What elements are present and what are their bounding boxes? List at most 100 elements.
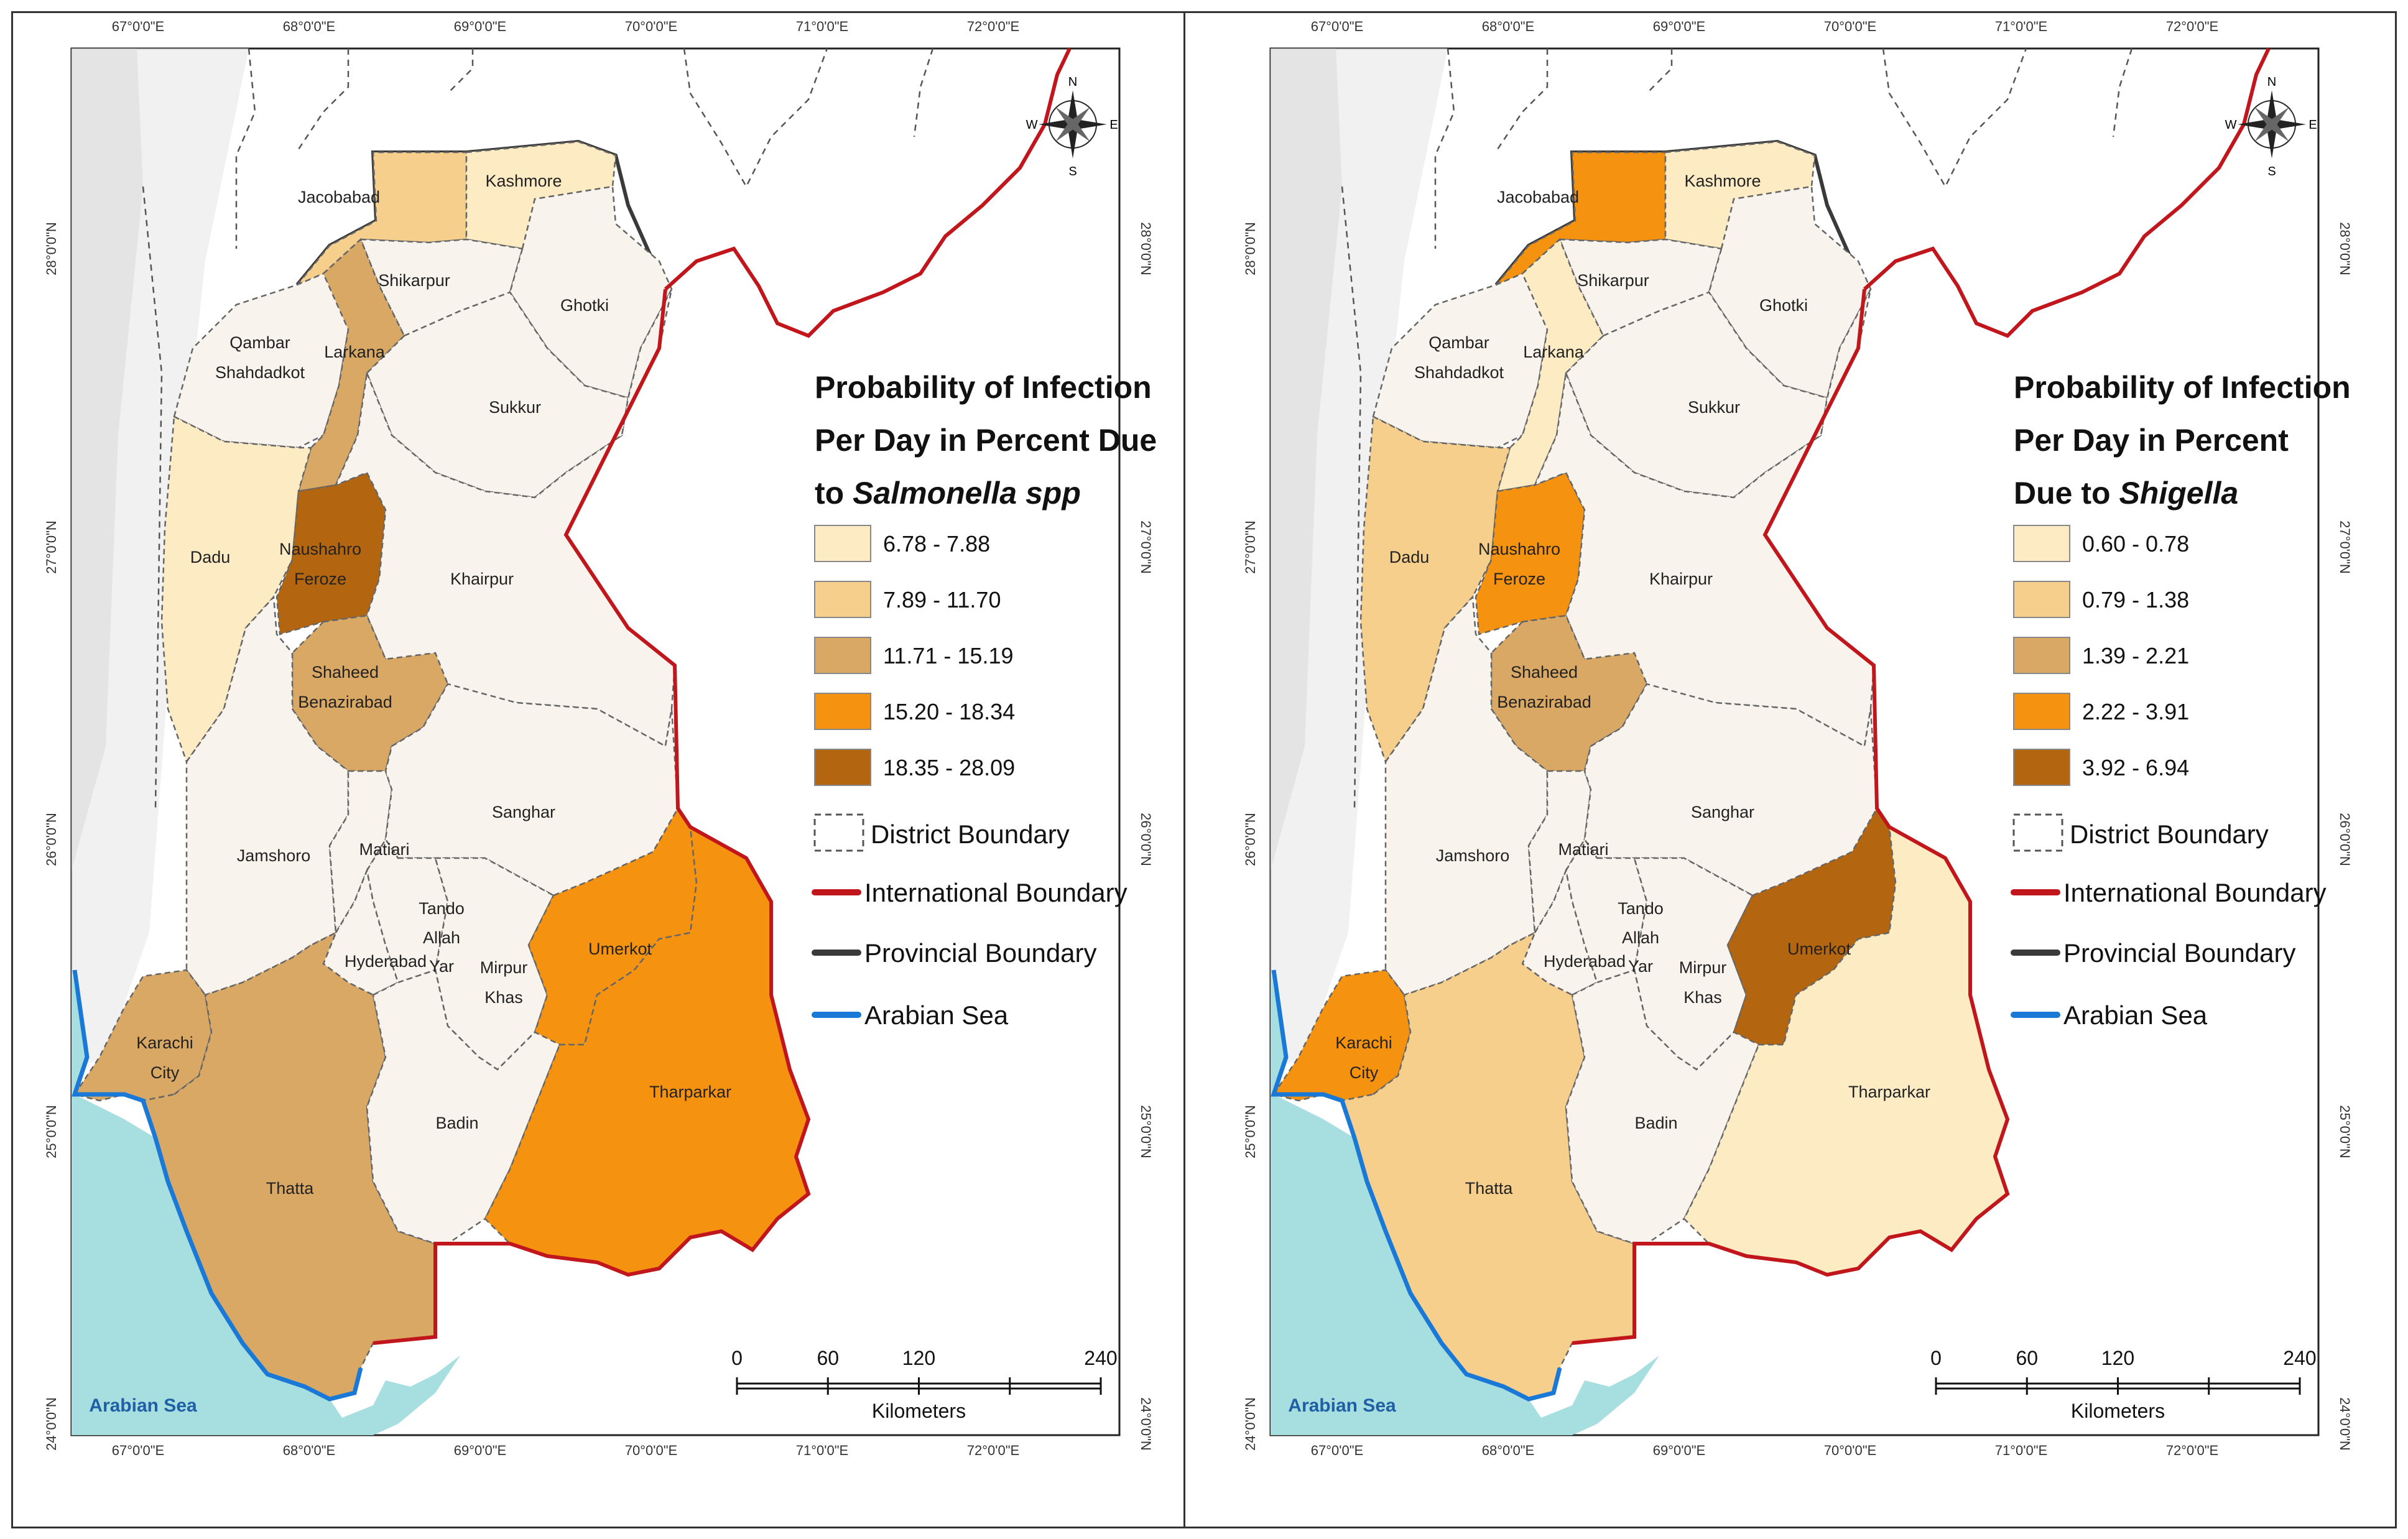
compass-e: E	[2308, 118, 2317, 132]
arabian-sea	[72, 970, 460, 1435]
district-label: Qambar	[1429, 333, 1489, 352]
longitude-label-top: 71°0'0"E	[1995, 19, 2047, 34]
legend-swatch	[2013, 525, 2070, 562]
legend-title-line: Probability of Infection	[815, 370, 1152, 405]
neighbour-boundary	[1434, 48, 1455, 249]
district-label: Jacobabad	[1497, 188, 1579, 206]
district-label: Benazirabad	[1497, 693, 1591, 711]
longitude-label-top: 69°0'0"E	[454, 19, 506, 34]
longitude-label-bottom: 67°0'0"E	[112, 1443, 164, 1458]
longitude-label-bottom: 71°0'0"E	[1995, 1443, 2047, 1458]
district-label: Khas	[1683, 988, 1722, 1007]
district-label: Sanghar	[492, 803, 555, 821]
sea-label: Arabian Sea	[89, 1395, 197, 1416]
district-label: Yar	[429, 957, 454, 976]
legend-district-label: District Boundary	[2070, 820, 2269, 849]
map-panel-salmonella: Arabian Sea Jacobabad Kashmore Shikarpur Gho…	[44, 19, 1157, 1458]
district-label: Mirpur	[480, 958, 528, 977]
district-label: Sanghar	[1691, 803, 1754, 821]
district-label: Sukkur	[1688, 398, 1740, 417]
district-label: Badin	[435, 1114, 478, 1132]
neighbour-boundary	[1882, 48, 2027, 188]
latitude-label-left: 25°0'0"N	[1243, 1105, 1258, 1158]
legend-swatch	[814, 581, 871, 618]
legend-swatch	[814, 693, 871, 730]
district-kashmore	[465, 141, 617, 250]
district-label: Matiari	[1558, 840, 1608, 859]
legend-international-label: International Boundary	[864, 878, 1128, 907]
legend-title-line: Per Day in Percent	[2014, 423, 2289, 458]
district-ghotki	[509, 185, 673, 399]
longitude-label-top: 69°0'0"E	[1653, 19, 1705, 34]
longitude-label-top: 71°0'0"E	[796, 19, 848, 34]
district-label: Thatta	[266, 1179, 315, 1198]
districts	[73, 141, 810, 1400]
district-label: Umerkot	[1787, 940, 1851, 958]
legend-swatch	[2013, 693, 2070, 730]
sea-label: Arabian Sea	[1288, 1395, 1396, 1416]
district-label: Hyderabad	[1544, 952, 1626, 971]
international-boundary-north	[664, 47, 1072, 338]
map-panel-shigella: Arabian Sea Jacobabad Kashmore Shikarpur Gho…	[1243, 19, 2353, 1458]
longitude-label-bottom: 71°0'0"E	[796, 1443, 848, 1458]
coastline	[72, 969, 363, 1402]
legend: Probability of Infection Per Day in Perce…	[2011, 370, 2351, 1030]
latitude-label-right: 27°0'0"N	[2337, 520, 2353, 574]
district-label: Shikarpur	[1577, 271, 1649, 290]
latitude-label-left: 26°0'0"N	[44, 813, 59, 866]
district-sukkur	[366, 291, 629, 499]
latitude-label-right: 25°0'0"N	[2337, 1105, 2353, 1158]
district-jamshoro	[185, 595, 350, 996]
district-label: Larkana	[1523, 343, 1585, 361]
district-label: Tharparkar	[1848, 1083, 1930, 1101]
relief-shading-dark	[1271, 49, 1342, 871]
arabian-sea	[1271, 970, 1659, 1435]
legend-class-label: 11.71 - 15.19	[883, 643, 1014, 668]
district-label: Khas	[484, 988, 523, 1007]
district-label: Tando	[419, 899, 465, 918]
district-label: Sukkur	[489, 398, 541, 417]
district-label: Tharparkar	[649, 1083, 731, 1101]
scale-tick-label: 0	[731, 1347, 743, 1369]
legend-class-label: 2.22 - 3.91	[2082, 699, 2189, 724]
legend-class-label: 0.60 - 0.78	[2082, 531, 2189, 557]
legend-class-label: 6.78 - 7.88	[883, 531, 990, 557]
compass-w: W	[1026, 118, 1038, 132]
legend-district-swatch	[813, 813, 864, 852]
scale-unit: Kilometers	[2071, 1400, 2165, 1422]
legend-swatch	[814, 637, 871, 674]
latitude-label-right: 26°0'0"N	[1138, 813, 1154, 866]
longitude-label-top: 70°0'0"E	[625, 19, 677, 34]
legend-swatch	[814, 525, 871, 562]
district-label: Dadu	[1389, 548, 1430, 566]
relief-shading-dark	[72, 49, 143, 871]
district-label: Umerkot	[588, 940, 652, 958]
legend-class-label: 18.35 - 28.09	[883, 755, 1015, 780]
compass-icon: N S E W	[1026, 75, 1118, 178]
scale-tick-label: 60	[817, 1347, 839, 1369]
district-sukkur	[1565, 291, 1828, 499]
compass-s: S	[1068, 165, 1077, 178]
scale-tick-label: 120	[2101, 1347, 2134, 1369]
district-label: Shaheed	[1511, 663, 1578, 682]
compass-e: E	[1109, 118, 1118, 132]
district-naushahro-feroze	[1475, 471, 1586, 635]
district-label: Khairpur	[450, 570, 514, 588]
district-badin	[1565, 969, 1760, 1245]
longitude-label-bottom: 72°0'0"E	[967, 1443, 1019, 1458]
legend-sea-label: Arabian Sea	[864, 1001, 1009, 1030]
legend-class-label: 3.92 - 6.94	[2082, 755, 2189, 780]
latitude-label-right: 26°0'0"N	[2337, 813, 2353, 866]
legend-title-line: Due to Shigella	[2014, 476, 2238, 511]
longitude-label-bottom: 69°0'0"E	[454, 1443, 506, 1458]
compass-n: N	[1068, 75, 1077, 89]
neighbour-boundary	[235, 48, 256, 249]
international-boundary	[1572, 289, 2010, 1345]
legend-district-label: District Boundary	[871, 820, 1070, 849]
longitude-label-bottom: 70°0'0"E	[625, 1443, 677, 1458]
longitude-label-top: 68°0'0"E	[283, 19, 335, 34]
district-label: Dadu	[190, 548, 231, 566]
latitude-label-right: 27°0'0"N	[1138, 520, 1154, 574]
compass-s: S	[2267, 165, 2276, 178]
neighbour-boundary	[297, 49, 350, 150]
